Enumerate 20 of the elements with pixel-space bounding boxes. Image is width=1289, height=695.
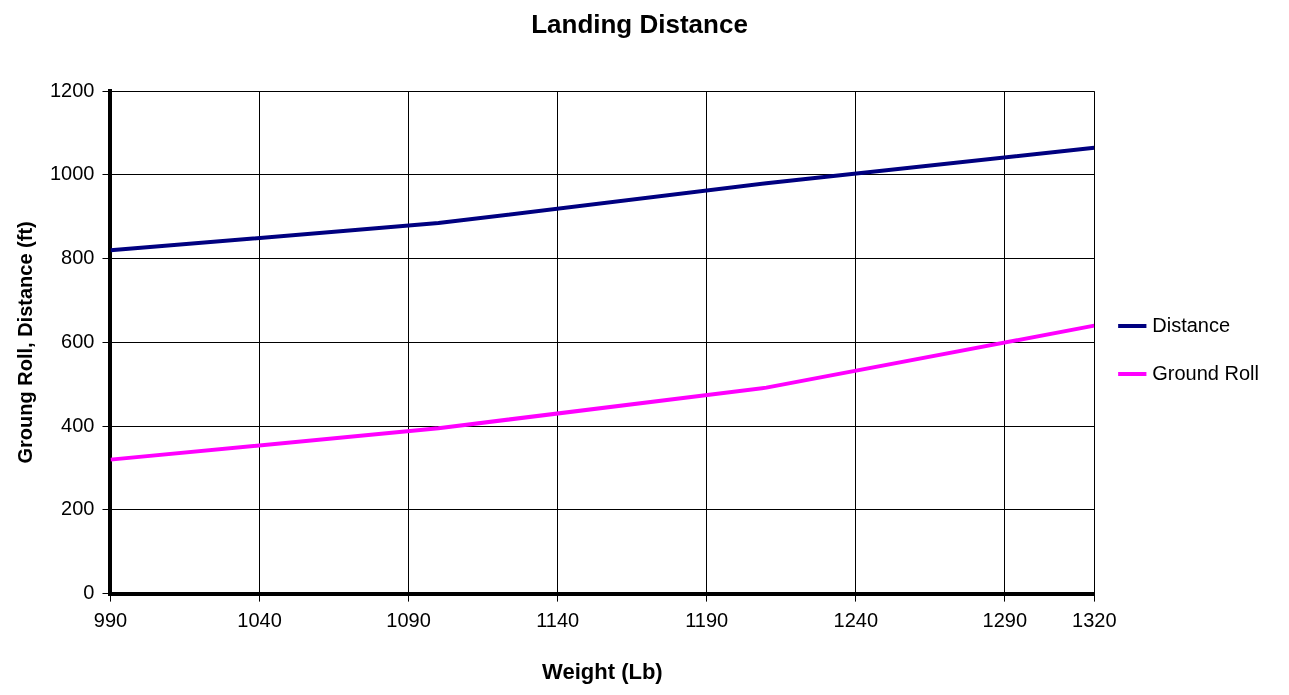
legend-label: Ground Roll (1152, 361, 1259, 384)
x-tick-label: 1240 (833, 609, 879, 632)
y-tick-label: 200 (61, 497, 95, 520)
y-axis-title: Groung Roll, Distance (ft) (13, 221, 36, 464)
x-tick-label: 1090 (386, 609, 431, 632)
x-tick-label: 1190 (685, 609, 729, 632)
y-tick-label: 1200 (49, 78, 95, 101)
y-tick-label: 800 (61, 246, 95, 269)
x-tick-label: 1320 (1072, 609, 1117, 632)
y-tick-label: 400 (61, 413, 95, 436)
y-tick-label: 1000 (49, 162, 95, 185)
x-tick-label: 1040 (237, 609, 282, 632)
y-tick-label: 600 (61, 329, 95, 352)
x-tick-label: 1140 (536, 609, 580, 632)
chart-title: Landing Distance (531, 8, 748, 39)
x-tick-label: 990 (93, 609, 128, 632)
x-tick-label: 1290 (982, 609, 1028, 632)
legend-label: Distance (1152, 313, 1231, 336)
x-axis-title: Weight (Lb) (542, 658, 663, 684)
y-tick-label: 0 (83, 581, 95, 604)
